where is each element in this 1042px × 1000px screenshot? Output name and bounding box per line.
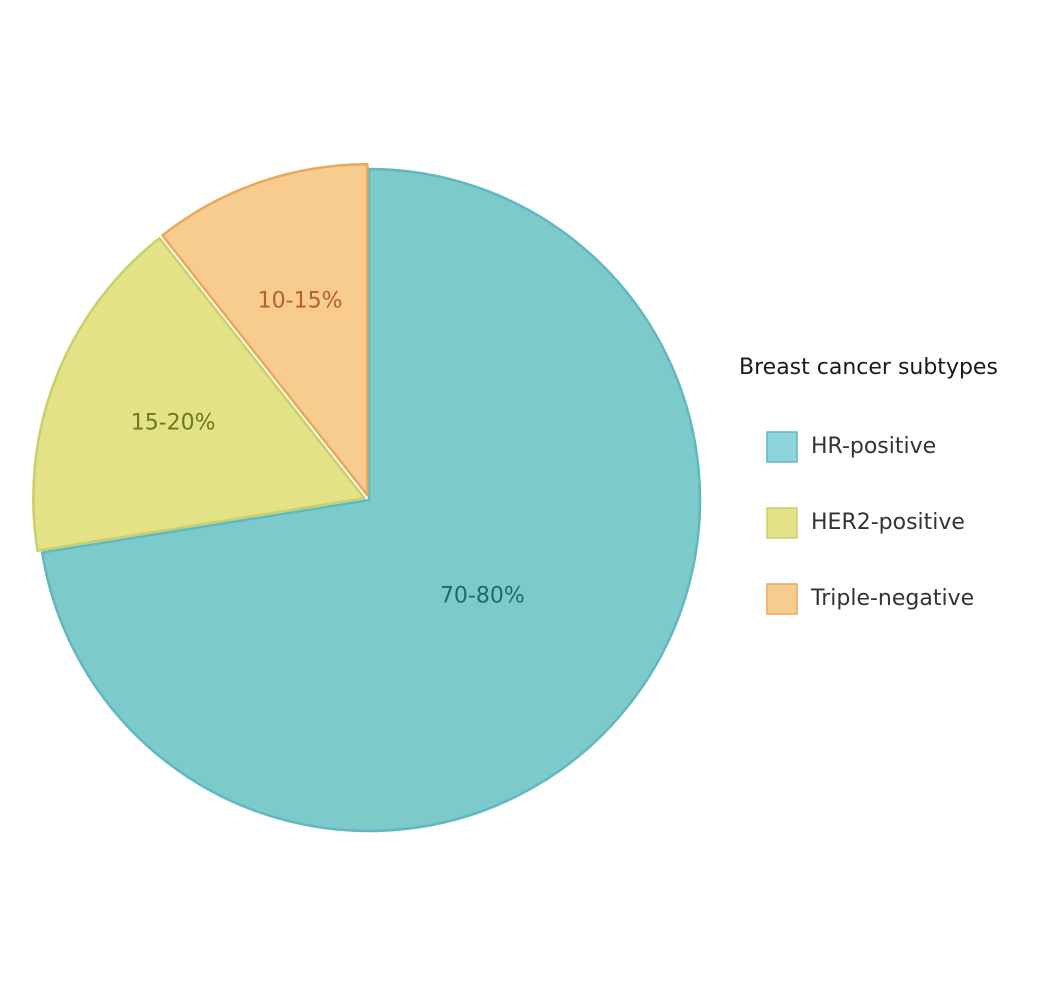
legend-swatch-her2-positive (766, 507, 798, 539)
pie-slices (32, 163, 702, 833)
slice-label-hr-positive: 70-80% (440, 584, 525, 609)
legend-label-her2-positive: HER2-positive (811, 510, 965, 535)
legend-swatch-hr-positive (766, 431, 798, 463)
pie-slice-labels: 70-80% 15-20% 10-15% (131, 288, 525, 608)
legend-label-hr-positive: HR-positive (811, 434, 936, 459)
pie-slice-hr-positive (40, 167, 702, 833)
pie-slice-triple-negative (161, 163, 369, 497)
slice-label-triple-negative: 10-15% (258, 288, 343, 313)
legend-title: Breast cancer subtypes (739, 355, 998, 380)
slice-label-her2-positive: 15-20% (131, 411, 216, 436)
legend-label-triple-negative: Triple-negative (810, 586, 974, 611)
pie-slice-her2-positive (32, 237, 366, 552)
legend: Breast cancer subtypes HR-positive HER2-p… (739, 355, 998, 615)
legend-swatch-triple-negative (766, 583, 798, 615)
